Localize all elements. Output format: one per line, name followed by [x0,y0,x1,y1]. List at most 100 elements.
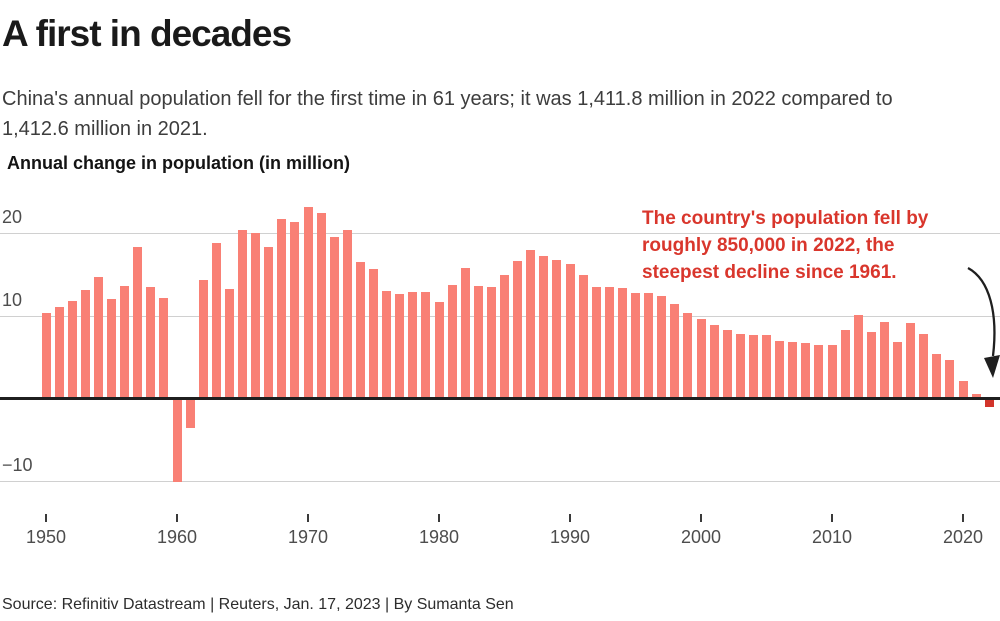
bar-1995 [631,293,640,398]
bar-1999 [683,313,693,398]
bar-1968 [277,219,287,398]
bar-1982 [460,267,470,398]
bar-2021 [971,394,981,398]
bar-2018 [932,354,942,398]
x-tick-label: 2020 [942,527,984,547]
x-tick-label: 1980 [418,527,460,547]
bar-1990 [565,263,575,398]
source-credit: Source: Refinitiv Datastream | Reuters, … [2,596,514,613]
bar-2011 [840,329,850,398]
x-tick-label: 1970 [287,527,329,547]
x-tick-1990 [569,514,571,522]
bar-2005 [762,334,771,398]
y-tick-label: 20 [2,207,23,227]
bar-2004 [748,335,758,398]
bar-2009 [814,344,824,398]
bar-1963 [211,243,221,398]
bar-1958 [146,287,156,398]
x-tick-1960 [176,514,178,522]
x-tick-2010 [831,514,833,522]
x-axis-line [0,397,1000,400]
bar-2017 [919,333,929,398]
bar-2006 [775,340,785,398]
bar-2020 [958,381,968,398]
x-tick-2020 [962,514,964,522]
bar-1997 [657,295,667,398]
bar-2022 [984,399,994,407]
gridline--10 [0,481,1000,482]
bar-1987 [526,250,536,398]
bar-1992 [591,286,601,398]
bar-2014 [879,322,889,398]
bar-2016 [906,323,916,398]
bar-2002 [722,329,732,398]
x-tick-1970 [307,514,309,522]
bar-1961 [185,399,195,429]
bar-1951 [54,306,64,398]
x-tick-1980 [438,514,440,522]
bar-1959 [159,297,169,398]
bar-1957 [133,247,143,398]
chart-axis-title: Annual change in population (in million) [7,153,350,173]
annotation-line-1: The country's population fell by [642,208,929,229]
bar-1964 [224,288,234,398]
bar-1960 [172,399,182,482]
bar-1988 [539,255,549,398]
bar-1952 [67,300,77,398]
bar-2015 [893,341,902,398]
annotation-line-3: steepest decline since 1961. [642,262,897,283]
bar-1954 [93,276,103,398]
bar-1980 [434,302,444,398]
annotation-callout: The country's population fell by roughly… [642,205,982,286]
y-tick-label: −10 [2,455,33,475]
bar-1956 [120,285,130,398]
x-tick-label: 1990 [549,527,591,547]
bar-1979 [421,292,431,398]
bar-1978 [408,292,418,398]
bar-1970 [303,206,313,398]
bar-2000 [696,319,706,398]
bar-1965 [238,229,247,398]
page-subtitle: China's annual population fell for the f… [2,88,893,140]
bar-2001 [709,325,719,398]
bar-1971 [316,213,326,398]
curved-arrow-icon [967,266,1000,378]
x-tick-1950 [45,514,47,522]
bar-2008 [801,342,811,398]
bar-2007 [788,341,798,398]
gridline-20 [0,233,1000,234]
x-tick-label: 2000 [680,527,722,547]
bar-1977 [395,294,405,398]
y-tick-label: 10 [2,290,23,310]
bar-1955 [107,299,116,398]
x-tick-label: 2010 [811,527,853,547]
bar-1974 [355,262,365,398]
bar-2012 [853,315,863,398]
bar-1975 [369,269,378,398]
bar-1984 [486,286,496,398]
bar-1972 [329,237,339,398]
annotation-line-2: roughly 850,000 in 2022, the [642,235,895,256]
bar-1991 [578,275,588,398]
bar-2019 [945,359,955,398]
x-tick-2000 [700,514,702,522]
bar-1966 [251,232,261,398]
bar-1996 [644,293,654,398]
bar-1950 [41,313,51,398]
bar-1983 [473,286,483,398]
bar-2010 [827,345,837,398]
bar-1985 [500,274,509,398]
bar-2013 [866,331,876,398]
bar-1994 [617,288,627,398]
bar-1993 [604,287,614,398]
bar-1969 [290,221,300,398]
bar-1989 [552,259,562,398]
bar-2003 [735,334,745,398]
x-tick-label: 1950 [25,527,67,547]
bar-1998 [670,304,680,398]
bar-1973 [342,230,352,398]
bar-1981 [447,285,457,398]
bar-1976 [382,291,392,398]
